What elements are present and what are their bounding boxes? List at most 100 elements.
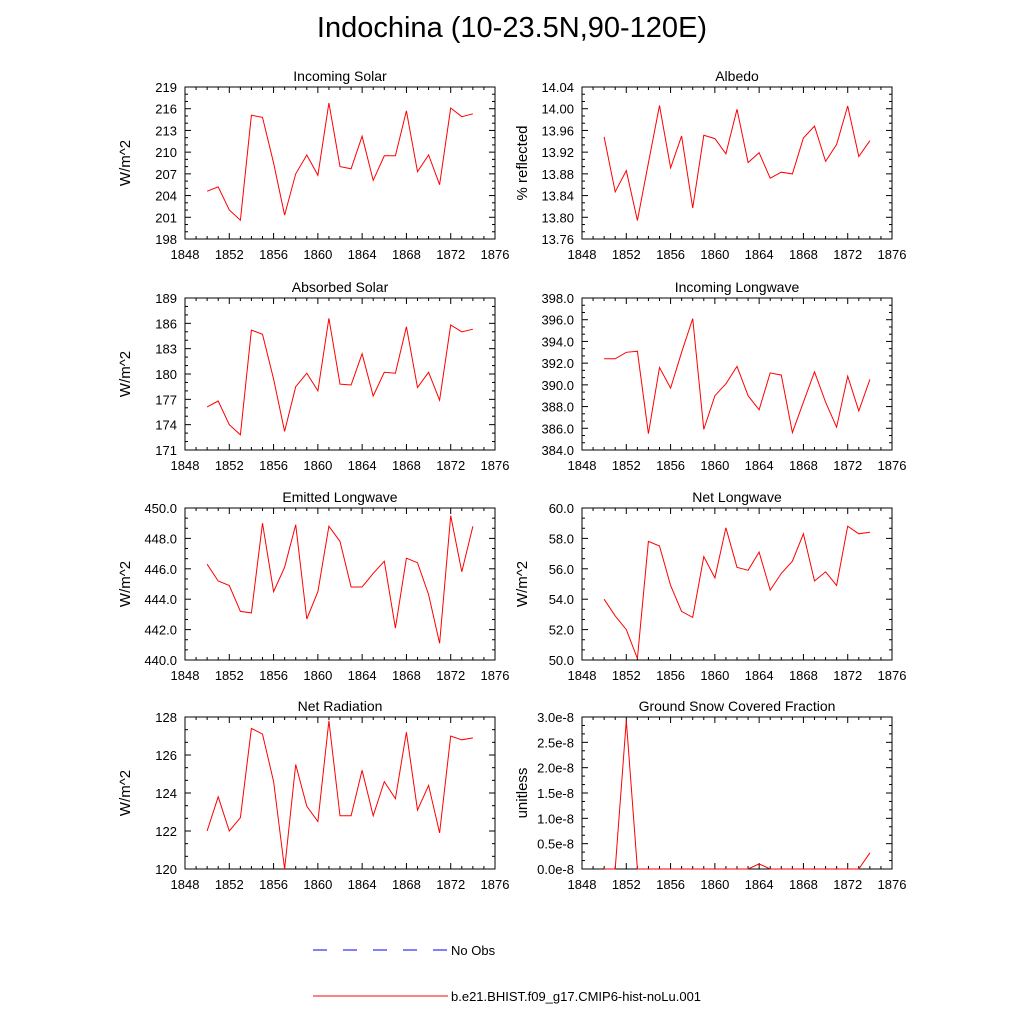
x-tick-label-incoming-solar: 1868	[392, 247, 421, 262]
panel-title-incoming-solar: Incoming Solar	[293, 68, 387, 84]
x-tick-label-incoming-longwave: 1876	[878, 458, 907, 473]
x-tick-label-albedo: 1876	[878, 247, 907, 262]
y-tick-label-incoming-longwave: 388.0	[541, 400, 574, 415]
series-line-net-longwave	[603, 525, 870, 659]
x-tick-label-incoming-longwave: 1872	[833, 458, 862, 473]
x-tick-label-incoming-longwave: 1860	[700, 458, 729, 473]
x-tick-label-ground-snow-covered-fraction: 1852	[612, 877, 641, 892]
y-axis-label-albedo: % reflected	[514, 125, 531, 200]
y-tick-label-net-radiation: 124	[155, 786, 177, 801]
x-tick-label-albedo: 1856	[656, 247, 685, 262]
y-axis-label-net-longwave: W/m^2	[514, 561, 531, 607]
y-tick-label-incoming-solar: 207	[155, 167, 177, 182]
y-tick-label-incoming-longwave: 398.0	[541, 291, 574, 306]
x-tick-label-ground-snow-covered-fraction: 1868	[789, 877, 818, 892]
legend: No Obs b.e21.BHIST.f09_g17.CMIP6-hist-no…	[313, 943, 701, 1004]
y-tick-label-incoming-solar: 204	[155, 189, 177, 204]
panel-title-emitted-longwave: Emitted Longwave	[282, 489, 397, 505]
y-tick-label-net-longwave: 60.0	[549, 501, 574, 516]
x-tick-label-net-radiation: 1868	[392, 877, 421, 892]
x-tick-label-absorbed-solar: 1856	[259, 458, 288, 473]
x-tick-label-incoming-solar: 1872	[436, 247, 465, 262]
series-line-absorbed-solar	[206, 318, 474, 436]
x-tick-label-albedo: 1852	[612, 247, 641, 262]
x-tick-label-incoming-solar: 1876	[481, 247, 510, 262]
x-tick-label-incoming-longwave: 1852	[612, 458, 641, 473]
y-tick-label-albedo: 13.76	[541, 232, 574, 247]
y-tick-label-incoming-solar: 216	[155, 102, 177, 117]
y-tick-label-emitted-longwave: 446.0	[144, 562, 177, 577]
x-tick-label-albedo: 1872	[833, 247, 862, 262]
series-line-ground-snow-covered-fraction	[604, 720, 871, 870]
panel-incoming-longwave: Incoming Longwave 1848 1852 1856 1860 1864 186…	[541, 279, 906, 473]
x-tick-label-emitted-longwave: 1860	[303, 668, 332, 683]
y-tick-label-incoming-solar: 201	[155, 210, 177, 225]
y-tick-label-absorbed-solar: 174	[155, 418, 177, 433]
x-tick-label-incoming-solar: 1856	[259, 247, 288, 262]
x-tick-label-emitted-longwave: 1868	[392, 668, 421, 683]
x-tick-label-absorbed-solar: 1848	[171, 458, 200, 473]
panel-title-albedo: Albedo	[715, 68, 759, 84]
x-tick-label-net-radiation: 1860	[303, 877, 332, 892]
x-tick-label-net-longwave: 1860	[700, 668, 729, 683]
plot-frame-ground-snow-covered-fraction	[581, 716, 893, 870]
y-axis-label-net-radiation: W/m^2	[117, 770, 134, 816]
plot-frame-net-radiation	[184, 716, 496, 870]
y-tick-label-ground-snow-covered-fraction: 1.5e-8	[537, 786, 574, 801]
x-tick-label-net-longwave: 1864	[745, 668, 774, 683]
y-tick-label-incoming-longwave: 390.0	[541, 378, 574, 393]
plot-frame-incoming-longwave	[581, 297, 893, 451]
x-tick-label-ground-snow-covered-fraction: 1848	[568, 877, 597, 892]
y-tick-label-emitted-longwave: 442.0	[144, 623, 177, 638]
y-tick-label-albedo: 13.92	[541, 145, 574, 160]
x-tick-label-absorbed-solar: 1876	[481, 458, 510, 473]
y-tick-label-emitted-longwave: 444.0	[144, 592, 177, 607]
x-tick-label-net-longwave: 1876	[878, 668, 907, 683]
x-tick-label-incoming-solar: 1864	[348, 247, 377, 262]
x-tick-label-absorbed-solar: 1864	[348, 458, 377, 473]
y-tick-label-incoming-solar: 219	[155, 80, 177, 95]
x-tick-label-absorbed-solar: 1872	[436, 458, 465, 473]
x-tick-label-net-radiation: 1872	[436, 877, 465, 892]
y-tick-label-absorbed-solar: 177	[155, 392, 177, 407]
x-tick-label-net-longwave: 1856	[656, 668, 685, 683]
y-tick-label-incoming-longwave: 392.0	[541, 356, 574, 371]
y-tick-label-albedo: 14.04	[541, 80, 574, 95]
plot-frame-emitted-longwave	[184, 507, 496, 661]
series-line-incoming-solar	[206, 102, 474, 222]
panel-net-radiation: Net Radiation W/m^2 1848 1852 1856 1860 1864 18…	[117, 698, 509, 892]
y-tick-label-absorbed-solar: 171	[155, 443, 177, 458]
panel-title-net-radiation: Net Radiation	[298, 698, 383, 714]
panel-title-absorbed-solar: Absorbed Solar	[292, 279, 389, 295]
y-tick-label-ground-snow-covered-fraction: 2.0e-8	[537, 761, 574, 776]
y-tick-label-incoming-longwave: 386.0	[541, 421, 574, 436]
x-tick-label-incoming-solar: 1860	[303, 247, 332, 262]
x-tick-label-net-radiation: 1876	[481, 877, 510, 892]
y-axis-label-emitted-longwave: W/m^2	[117, 561, 134, 607]
panel-absorbed-solar: Absorbed Solar W/m^2 1848 1852 1856 1860 1864 1…	[117, 279, 509, 473]
y-tick-label-ground-snow-covered-fraction: 2.5e-8	[537, 735, 574, 750]
y-axis-label-incoming-solar: W/m^2	[117, 140, 134, 186]
series-line-emitted-longwave	[206, 515, 474, 644]
y-tick-label-albedo: 13.84	[541, 189, 574, 204]
panel-emitted-longwave: Emitted Longwave W/m^2 1848 1852 1856 1860 186…	[117, 489, 509, 683]
panel-title-net-longwave: Net Longwave	[692, 489, 782, 505]
y-tick-label-albedo: 13.96	[541, 123, 574, 138]
x-tick-label-net-radiation: 1852	[215, 877, 244, 892]
x-tick-label-net-longwave: 1872	[833, 668, 862, 683]
x-tick-label-emitted-longwave: 1852	[215, 668, 244, 683]
series-line-net-radiation	[206, 720, 473, 870]
x-tick-label-ground-snow-covered-fraction: 1856	[656, 877, 685, 892]
x-tick-label-albedo: 1868	[789, 247, 818, 262]
x-tick-label-net-longwave: 1848	[568, 668, 597, 683]
y-tick-label-ground-snow-covered-fraction: 0.0e-8	[537, 862, 574, 877]
y-tick-label-absorbed-solar: 189	[155, 291, 177, 306]
legend-label-no-obs: No Obs	[451, 943, 496, 958]
x-tick-label-emitted-longwave: 1864	[348, 668, 377, 683]
y-tick-label-net-radiation: 122	[155, 824, 177, 839]
y-tick-label-emitted-longwave: 440.0	[144, 653, 177, 668]
y-tick-label-incoming-solar: 210	[155, 145, 177, 160]
y-tick-label-absorbed-solar: 186	[155, 316, 177, 331]
x-tick-label-albedo: 1864	[745, 247, 774, 262]
